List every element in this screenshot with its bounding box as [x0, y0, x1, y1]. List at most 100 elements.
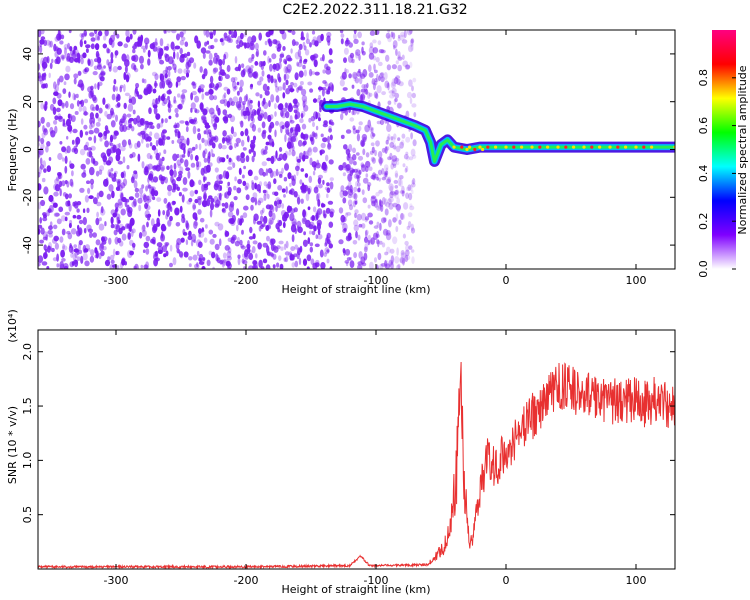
noise-dot: [167, 102, 171, 108]
noise-dot: [252, 71, 258, 78]
noise-dot: [276, 262, 280, 268]
noise-dot: [394, 76, 398, 81]
noise-dot: [344, 191, 349, 195]
noise-dot: [49, 40, 53, 48]
noise-dot: [298, 257, 302, 265]
noise-dot: [302, 239, 308, 247]
noise-dot: [347, 54, 354, 63]
noise-dot: [176, 51, 179, 60]
noise-dot: [324, 186, 330, 191]
noise-dot: [392, 40, 398, 49]
noise-dot: [239, 79, 244, 88]
noise-dot: [94, 43, 100, 51]
noise-dot: [308, 117, 312, 123]
noise-dot: [143, 264, 149, 269]
noise-dot: [102, 43, 108, 49]
noise-dot: [349, 117, 355, 122]
noise-dot: [292, 104, 299, 109]
noise-dot: [388, 259, 392, 267]
noise-dot: [141, 184, 145, 189]
noise-dot: [409, 30, 413, 34]
noise-dot: [125, 223, 130, 230]
noise-dot: [96, 201, 102, 207]
noise-dot: [259, 215, 264, 223]
noise-dot: [396, 247, 399, 256]
noise-dot: [118, 223, 124, 230]
y-tick-label: 20: [21, 95, 34, 109]
noise-dot: [358, 121, 363, 126]
noise-dot: [244, 128, 249, 137]
noise-dot: [288, 146, 292, 152]
noise-dot: [346, 257, 351, 261]
noise-dot: [405, 165, 409, 173]
noise-dot: [406, 155, 410, 161]
noise-dot: [379, 157, 383, 166]
noise-dot: [323, 120, 328, 126]
noise-dot: [114, 170, 118, 175]
noise-dot: [254, 253, 258, 259]
noise-dot: [38, 120, 41, 128]
noise-dot: [108, 61, 112, 70]
noise-dot: [154, 250, 158, 257]
noise-dot: [103, 159, 107, 166]
noise-dot: [348, 156, 354, 165]
noise-dot: [166, 165, 170, 170]
noise-dot: [412, 154, 417, 159]
noise-dot: [112, 84, 116, 93]
noise-dot: [296, 61, 300, 67]
noise-dot: [88, 248, 91, 252]
noise-dot: [169, 169, 174, 177]
noise-dot: [134, 192, 140, 198]
noise-dot: [293, 253, 298, 257]
noise-dot: [277, 185, 283, 191]
noise-dot: [182, 177, 188, 185]
noise-dot: [265, 141, 270, 146]
noise-dot: [152, 88, 157, 94]
noise-dot: [57, 152, 63, 161]
noise-dot: [361, 133, 368, 141]
noise-dot: [128, 117, 134, 122]
noise-dot: [241, 101, 246, 105]
noise-dot: [222, 94, 226, 102]
noise-dot: [403, 154, 409, 160]
noise-dot: [181, 154, 186, 158]
noise-dot: [182, 218, 186, 223]
noise-dot: [294, 244, 299, 250]
noise-dot: [98, 73, 103, 80]
noise-dot: [133, 198, 137, 207]
noise-dot: [124, 92, 130, 97]
noise-dot: [318, 95, 322, 100]
noise-dot: [263, 50, 267, 56]
noise-dot: [392, 145, 397, 150]
noise-dot: [224, 229, 228, 238]
signal-peak: [624, 145, 628, 149]
noise-dot: [165, 250, 169, 257]
noise-dot: [331, 84, 334, 92]
noise-dot: [162, 210, 166, 216]
noise-dot: [49, 62, 53, 70]
noise-dot: [392, 217, 397, 223]
noise-dot: [384, 260, 390, 267]
noise-dot: [353, 30, 357, 35]
noise-dot: [53, 43, 57, 52]
noise-dot: [181, 213, 185, 219]
noise-dot: [379, 240, 383, 245]
noise-dot: [348, 204, 354, 211]
noise-dot: [117, 198, 123, 206]
noise-dot: [142, 193, 146, 201]
noise-dot: [284, 60, 288, 65]
noise-dot: [377, 204, 381, 209]
noise-dot: [227, 211, 234, 218]
noise-dot: [312, 98, 318, 103]
noise-dot: [179, 120, 185, 124]
noise-dot: [196, 160, 199, 168]
noise-dot: [61, 228, 66, 236]
noise-dot: [69, 163, 75, 170]
noise-dot: [379, 72, 384, 79]
noise-dot: [72, 50, 78, 59]
noise-dot: [383, 172, 388, 179]
noise-dot: [291, 262, 296, 268]
colorbar-tick-label: 0.0: [697, 260, 710, 278]
noise-dot: [168, 115, 172, 120]
noise-dot: [391, 155, 398, 162]
